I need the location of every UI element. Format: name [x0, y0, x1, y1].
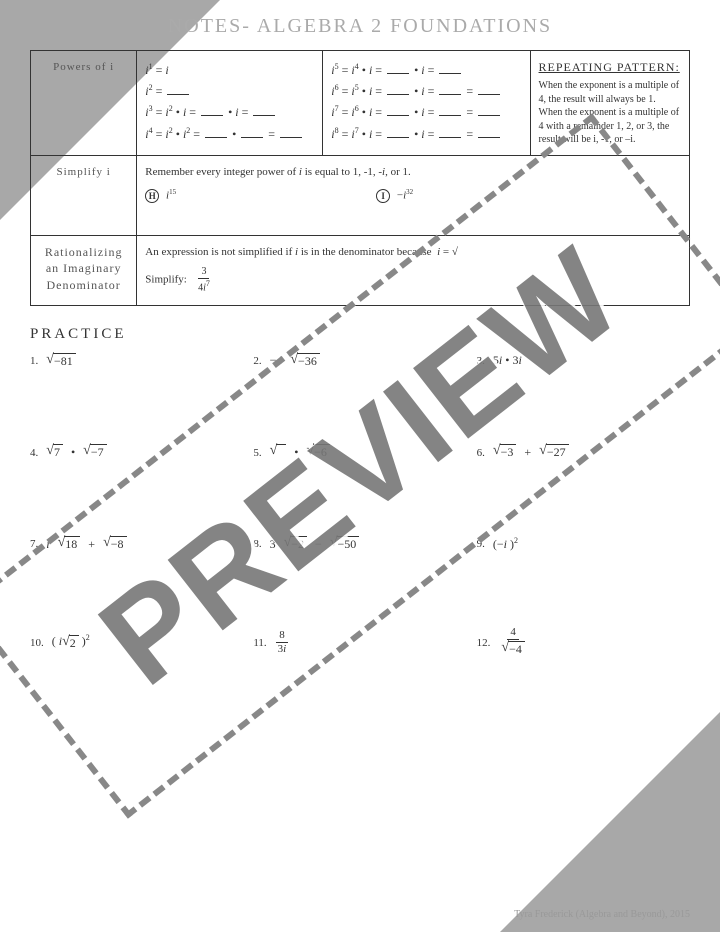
sqrt-arg: −3	[500, 444, 517, 461]
frac-num: 3	[198, 267, 209, 279]
practice-item: 2. −4 √−36	[253, 353, 466, 370]
sqrt-arg: −7	[90, 444, 107, 461]
expr: 5i • 3i	[493, 353, 522, 368]
practice-grid: 1. √−81 2. −4 √−36 3. 5i • 3i 4. √7 • √−…	[30, 353, 690, 658]
practice-item: 10. ( i√2 )2	[30, 627, 243, 658]
example-i: I −i32	[376, 187, 413, 205]
practice-item: 3. 5i • 3i	[477, 353, 690, 370]
sqrt-arg	[276, 444, 286, 461]
simplify-example: Simplify: 3 4i7	[145, 267, 681, 293]
item-number: 4.	[30, 447, 38, 459]
expr: (−i )2	[493, 536, 518, 552]
page: NOTES- ALGEBRA 2 FOUNDATIONS Powers of i…	[0, 0, 720, 932]
sqrt-arg: −2	[290, 536, 307, 553]
prefix: 3	[270, 537, 276, 552]
prefix: −4	[270, 353, 283, 368]
sqrt-arg: −8	[110, 536, 127, 553]
practice-heading: PRACTICE	[30, 326, 690, 343]
sqrt-arg: −50	[337, 536, 360, 553]
row-label-powers: Powers of i	[31, 51, 137, 156]
item-number: 6.	[477, 447, 485, 459]
repeating-pattern-cell: REPEATING PATTERN: When the exponent is …	[530, 51, 689, 156]
simplify-cell: Remember every integer power of i is equ…	[137, 155, 690, 235]
sqrt-arg: −36	[297, 353, 320, 370]
item-number: 3.	[477, 355, 485, 367]
frac-den: 4i7	[195, 279, 213, 293]
sqrt-arg: −27	[546, 444, 569, 461]
row-label-simplify: Simplify i	[31, 155, 137, 235]
rationalize-cell: An expression is not simplified if i is …	[137, 235, 690, 305]
table-row: Rationalizingan ImaginaryDenominator An …	[31, 235, 690, 305]
sqrt-arg: −6	[313, 444, 330, 461]
frac-den: √−4	[498, 640, 527, 658]
sqrt-arg: 18	[64, 536, 80, 553]
simplify-label: Simplify:	[145, 274, 187, 286]
example-h: H i15	[145, 187, 176, 205]
frac-den: 3i	[275, 643, 290, 655]
rationalize-text: An expression is not simplified if i is …	[145, 244, 681, 262]
practice-item: 9. (−i )2	[477, 536, 690, 553]
item-number: 8.	[253, 538, 261, 550]
item-number: 10.	[30, 637, 44, 649]
pattern-heading: REPEATING PATTERN:	[539, 59, 681, 75]
powers-col-2: i5 = i4 • i = • i = i6 = i5 • i = • i = …	[323, 51, 530, 156]
item-number: 9.	[477, 538, 485, 550]
practice-item: 11. 8 3i	[253, 627, 466, 658]
pattern-text: When the exponent is a multiple of 4, th…	[539, 80, 680, 145]
expr: ( i√2 )2	[52, 633, 90, 652]
frac-num: 4	[507, 627, 519, 640]
item-number: 2.	[253, 355, 261, 367]
sqrt-arg: 7	[53, 444, 63, 461]
table-row: Powers of i i1 = i i2 = i3 = i2 • i = • …	[31, 51, 690, 156]
practice-item: 4. √7 • √−7	[30, 444, 243, 461]
practice-item: 7. i √18 + √−8	[30, 536, 243, 553]
practice-item: 8. 3 √−2 − √−50	[253, 536, 466, 553]
item-number: 5.	[253, 447, 261, 459]
footer-credit: Tyra Frederick (Algebra and Beyond), 201…	[514, 909, 690, 920]
frac-num: 8	[276, 630, 288, 643]
row-label-rationalize: Rationalizingan ImaginaryDenominator	[31, 235, 137, 305]
notes-table: Powers of i i1 = i i2 = i3 = i2 • i = • …	[30, 50, 690, 306]
item-number: 7.	[30, 538, 38, 550]
practice-item: 5. √ • √−6	[253, 444, 466, 461]
item-number: 12.	[477, 637, 491, 649]
practice-item: 12. 4 √−4	[477, 627, 690, 658]
powers-col-1: i1 = i i2 = i3 = i2 • i = • i = i4 = i2 …	[137, 51, 323, 156]
practice-item: 1. √−81	[30, 353, 243, 370]
item-number: 11.	[253, 637, 266, 649]
practice-item: 6. √−3 + √−27	[477, 444, 690, 461]
item-number: 1.	[30, 355, 38, 367]
simplify-text: Remember every integer power of i is equ…	[145, 166, 410, 178]
sqrt-arg: −81	[53, 353, 76, 370]
page-title: NOTES- ALGEBRA 2 FOUNDATIONS	[30, 15, 690, 38]
table-row: Simplify i Remember every integer power …	[31, 155, 690, 235]
